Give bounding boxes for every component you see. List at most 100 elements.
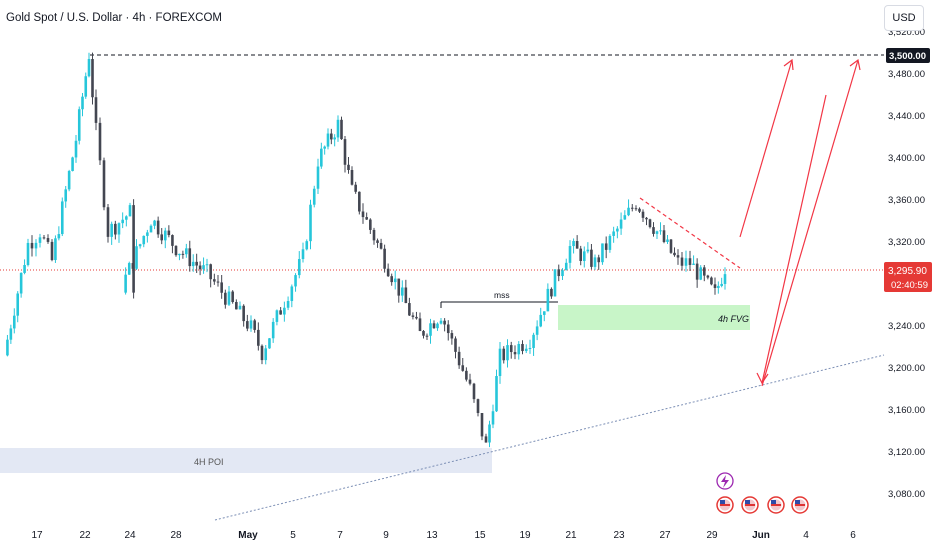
price-tick: 3,480.00 <box>888 69 925 80</box>
candle-bearish <box>446 324 450 334</box>
candle-bullish <box>692 263 695 265</box>
candle-bullish <box>546 288 550 312</box>
candle-bullish <box>612 231 615 236</box>
time-axis[interactable]: 17 22 24 28 May 5 7 9 13 15 19 21 23 27 29 Jun 4 6 <box>31 530 856 541</box>
candle-bullish <box>491 411 495 425</box>
descending-resistance-line[interactable] <box>639 197 741 269</box>
candle-bearish <box>50 241 54 261</box>
price-axis[interactable]: 3,520.00 3,480.00 3,440.00 3,400.00 3,360.00… <box>888 27 925 500</box>
candle-bullish <box>185 248 188 255</box>
us-flag-icon[interactable] <box>791 496 809 514</box>
candle-bearish <box>638 208 641 212</box>
candle-bearish <box>688 258 692 265</box>
candle-bullish <box>275 310 279 322</box>
candle-bullish <box>539 314 543 327</box>
candle-bullish <box>336 119 340 138</box>
candle-bearish <box>710 277 713 285</box>
candle-bearish <box>397 278 401 296</box>
candle-bearish <box>171 235 174 246</box>
candle-bearish <box>680 257 684 266</box>
candle-bullish <box>67 171 71 190</box>
candle-bearish <box>450 333 454 339</box>
candle-bullish <box>6 339 9 356</box>
candle-bearish <box>379 242 383 249</box>
candle-bearish <box>425 335 429 337</box>
candle-bullish <box>294 275 297 287</box>
time-tick: 21 <box>565 530 577 541</box>
candle-bullish <box>320 148 323 167</box>
candle-bullish <box>498 348 502 377</box>
candle-bearish <box>354 184 357 192</box>
candle-bullish <box>655 231 659 234</box>
us-flag-icon[interactable] <box>741 496 759 514</box>
candle-bullish <box>619 219 623 229</box>
candle-bullish <box>34 242 38 249</box>
lightning-icon[interactable] <box>716 472 734 490</box>
candle-bullish <box>553 269 557 297</box>
projection-leg-up <box>739 59 793 238</box>
candle-bearish <box>457 351 461 366</box>
candle-bearish <box>422 330 425 336</box>
arrowhead-up-2 <box>849 58 861 71</box>
symbol-title: Gold Spot / U.S. Dollar · 4h · FOREXCOM <box>6 12 222 24</box>
candle-bullish <box>110 223 113 237</box>
candle-bullish <box>393 278 397 283</box>
candle-bullish <box>297 259 301 276</box>
candle-bearish <box>579 248 583 261</box>
candle-bearish <box>502 348 506 361</box>
projection-leg-up-final <box>761 59 859 387</box>
rising-trendline[interactable] <box>214 354 885 521</box>
candle-bearish <box>386 268 390 277</box>
candle-bearish <box>383 248 386 269</box>
time-tick: 17 <box>31 530 43 541</box>
candle-bullish <box>535 326 539 335</box>
candle-bearish <box>465 370 468 380</box>
candle-bullish <box>264 348 268 361</box>
poi-label: 4H POI <box>194 457 224 467</box>
candle-bullish <box>666 239 669 242</box>
candle-bearish <box>174 245 178 256</box>
mss-label: mss <box>494 290 510 300</box>
candle-bearish <box>198 265 202 270</box>
candle-bearish <box>106 207 110 237</box>
candle-bearish <box>91 59 94 98</box>
candle-bullish <box>333 137 336 140</box>
candle-bullish <box>659 230 662 232</box>
candle-bearish <box>213 279 216 282</box>
candle-bullish <box>127 263 131 275</box>
candle-bearish <box>575 241 579 249</box>
candle-bearish <box>408 303 411 316</box>
candle-bullish <box>23 265 26 273</box>
candle-bullish <box>312 188 316 205</box>
us-flag-icon[interactable] <box>716 496 734 514</box>
time-tick: 27 <box>659 530 671 541</box>
candle-bullish <box>564 262 568 271</box>
candle-bearish <box>131 263 135 269</box>
candle-bearish <box>604 243 608 250</box>
candle-bearish <box>235 302 238 310</box>
currency-button[interactable]: USD <box>884 5 924 31</box>
candle-bullish <box>178 253 181 256</box>
candle-bullish <box>138 244 142 247</box>
candle-bullish <box>149 225 153 233</box>
events-row[interactable] <box>716 472 809 514</box>
projection-path[interactable] <box>739 58 861 387</box>
candle-bearish <box>242 305 245 322</box>
candle-bullish <box>60 201 64 235</box>
us-flag-icon[interactable] <box>767 496 785 514</box>
candle-bullish <box>124 274 127 293</box>
candle-bullish <box>77 109 81 141</box>
candle-bearish <box>630 207 634 209</box>
candle-bearish <box>597 257 601 263</box>
candle-bullish <box>191 261 195 267</box>
fvg-zone <box>558 305 750 330</box>
price-tick: 3,400.00 <box>888 153 925 164</box>
candle-bullish <box>268 338 271 349</box>
candle-bullish <box>401 287 404 296</box>
candle-bearish <box>415 316 418 319</box>
time-tick: 6 <box>850 530 856 541</box>
candle-bearish <box>350 170 354 185</box>
candle-bullish <box>135 246 138 269</box>
